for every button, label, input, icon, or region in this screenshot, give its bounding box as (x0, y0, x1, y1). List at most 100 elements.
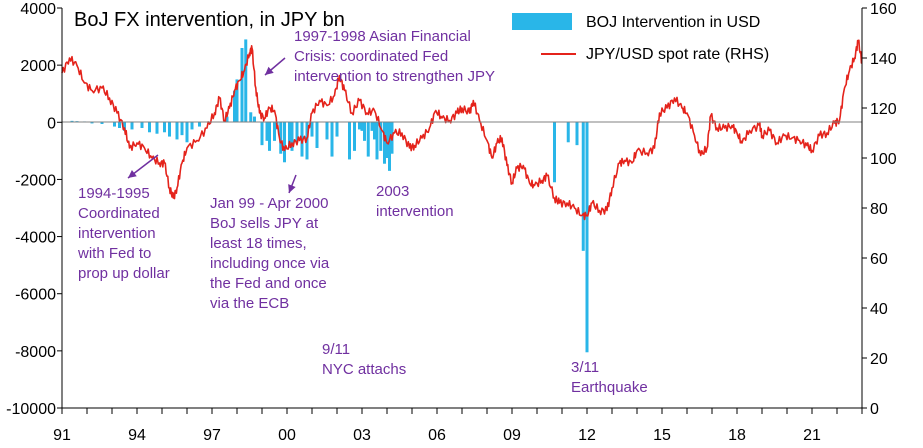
bar (233, 90, 236, 123)
annotation-line: intervention (376, 203, 454, 220)
annotation: Jan 99 - Apr 2000 BoJ sells JPY at least 1… (210, 195, 330, 312)
annotation-line: 3/11 (571, 359, 599, 376)
bar (113, 122, 116, 127)
bar (379, 122, 383, 151)
bar (581, 122, 585, 251)
annotation-line: NYC attachs (322, 361, 406, 378)
y-right-tick-label: 20 (870, 351, 888, 368)
y-left-tick-label: 2000 (20, 58, 56, 75)
annotation: 9/11 NYC attachs (322, 341, 406, 378)
y-right-tick-label: 100 (870, 151, 897, 168)
bar (90, 122, 94, 124)
bar (273, 122, 276, 141)
bar (235, 79, 239, 123)
bar (118, 122, 121, 128)
annotation-arrowhead (265, 66, 274, 75)
annotation-line: Jan 99 - Apr 2000 (210, 195, 328, 212)
bar (249, 112, 253, 123)
annotation-line: Coordinated (78, 205, 160, 222)
bar (268, 122, 271, 151)
annotation-line: prop up dollar (78, 265, 170, 282)
annotation-line: Earthquake (571, 379, 648, 396)
bar (123, 122, 126, 131)
x-tick-label: 03 (353, 427, 371, 444)
x-tick-label: 97 (203, 427, 221, 444)
y-right-tick-label: 40 (870, 301, 888, 318)
y-right-tick-label: 120 (870, 101, 897, 118)
bar (253, 116, 256, 123)
axes-layer: 400020000-2000-4000-6000-8000-1000016014… (6, 1, 897, 444)
x-tick-label: 00 (278, 427, 296, 444)
bar (373, 122, 376, 140)
bar (140, 122, 144, 128)
bar (335, 122, 339, 137)
bar (279, 122, 283, 154)
y-right-tick-label: 60 (870, 251, 888, 268)
bar (388, 122, 391, 171)
y-right-tick-label: 160 (870, 1, 897, 18)
bar (198, 122, 201, 127)
annotation-line: the Fed and once (210, 275, 327, 292)
bar (566, 122, 570, 143)
annotation-line: with Fed to (77, 245, 151, 262)
bar (370, 122, 374, 131)
y-left-tick-label: 4000 (20, 1, 56, 18)
x-tick-label: 94 (128, 427, 146, 444)
annotation-line: via the ECB (210, 295, 289, 312)
bar (175, 122, 179, 140)
bar (348, 122, 351, 160)
bar (100, 122, 104, 124)
x-tick-label: 15 (653, 427, 671, 444)
y-left-tick-label: 0 (47, 115, 56, 132)
bar (185, 122, 189, 143)
bar (330, 122, 334, 157)
y-left-tick-label: -10000 (6, 401, 56, 418)
bar (385, 122, 389, 158)
bar (168, 122, 171, 137)
legend-line-label: JPY/USD spot rate (RHS) (586, 46, 769, 63)
x-tick-label: 12 (578, 427, 596, 444)
annotation: 1994-1995 Coordinated intervention with Fed… (77, 185, 170, 282)
legend: BOJ Intervention in USD JPY/USD spot rat… (512, 13, 769, 63)
bar (358, 122, 361, 130)
bar (155, 122, 159, 134)
bar (290, 122, 294, 151)
bar (288, 122, 291, 148)
annotation: 3/11 Earthquake (571, 359, 648, 396)
y-left-tick-label: -2000 (15, 172, 56, 189)
legend-bar-label: BOJ Intervention in USD (586, 14, 760, 31)
annotation-line: including once via (210, 255, 330, 272)
bar (225, 116, 229, 123)
bar (283, 122, 286, 163)
bar (575, 122, 579, 146)
bar (163, 122, 166, 133)
bar (585, 122, 589, 353)
annotation-line: Crisis: coordinated Fed (294, 48, 448, 65)
bar (180, 122, 184, 136)
annotation-line: 9/11 (322, 341, 350, 358)
bar (325, 122, 329, 140)
bar (244, 39, 248, 123)
bar (383, 122, 386, 164)
x-tick-label: 91 (53, 427, 71, 444)
y-right-tick-label: 0 (870, 401, 879, 418)
annotations-layer: 1997-1998 Asian Financial Crisis: coordin… (77, 28, 648, 396)
annotation-line: 2003 (376, 183, 409, 200)
annotation-line: 1997-1998 Asian Financial (294, 28, 471, 45)
y-left-tick-label: -8000 (15, 344, 56, 361)
bar (363, 122, 366, 141)
bar (315, 122, 319, 148)
y-left-tick-label: -4000 (15, 230, 56, 247)
annotation-line: least 18 times, (210, 235, 307, 252)
bar (353, 122, 356, 151)
bar (130, 122, 134, 130)
x-tick-label: 21 (803, 427, 821, 444)
bar (310, 122, 314, 137)
y-right-tick-label: 80 (870, 201, 888, 218)
bar (260, 122, 264, 146)
annotation-arrowhead (288, 184, 296, 193)
x-tick-label: 06 (428, 427, 446, 444)
annotation: 1997-1998 Asian Financial Crisis: coordin… (294, 28, 495, 85)
legend-bar-swatch (512, 13, 572, 30)
